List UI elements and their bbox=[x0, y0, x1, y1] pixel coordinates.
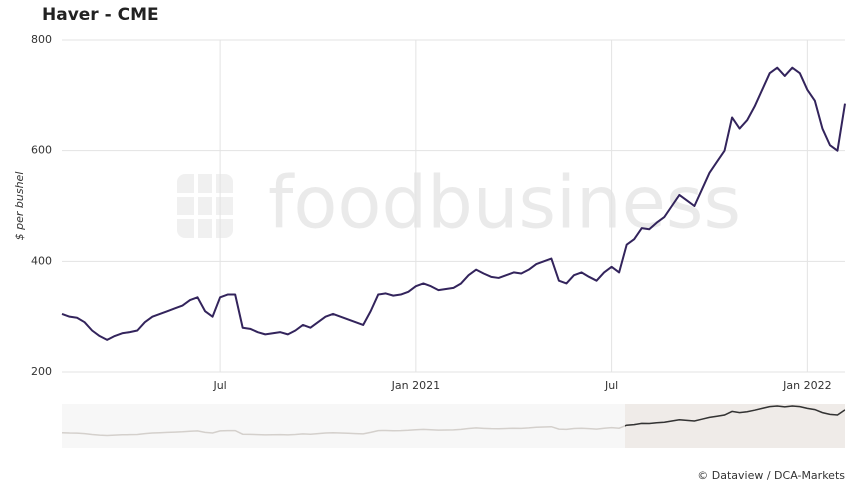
watermark-icon bbox=[177, 174, 233, 238]
y-tick-label: 400 bbox=[31, 254, 52, 267]
navigator-line-selected bbox=[625, 405, 845, 427]
navigator-background bbox=[62, 404, 625, 448]
x-tick-label: Jul bbox=[212, 379, 226, 392]
price-line bbox=[61, 66, 846, 341]
watermark: foodbusiness bbox=[268, 161, 741, 245]
x-tick-label: Jan 2022 bbox=[782, 379, 831, 392]
chart-title: Haver - CME bbox=[42, 5, 159, 25]
y-tick-label: 800 bbox=[31, 33, 52, 46]
x-tick-label: Jul bbox=[604, 379, 618, 392]
y-tick-label: 200 bbox=[31, 365, 52, 378]
y-tick-label: 600 bbox=[31, 144, 52, 157]
y-axis-label: $ per bushel bbox=[13, 172, 26, 241]
credit: © Dataview / DCA-Markets bbox=[697, 469, 845, 482]
navigator-selection[interactable] bbox=[625, 404, 845, 448]
x-tick-label: Jan 2021 bbox=[391, 379, 440, 392]
